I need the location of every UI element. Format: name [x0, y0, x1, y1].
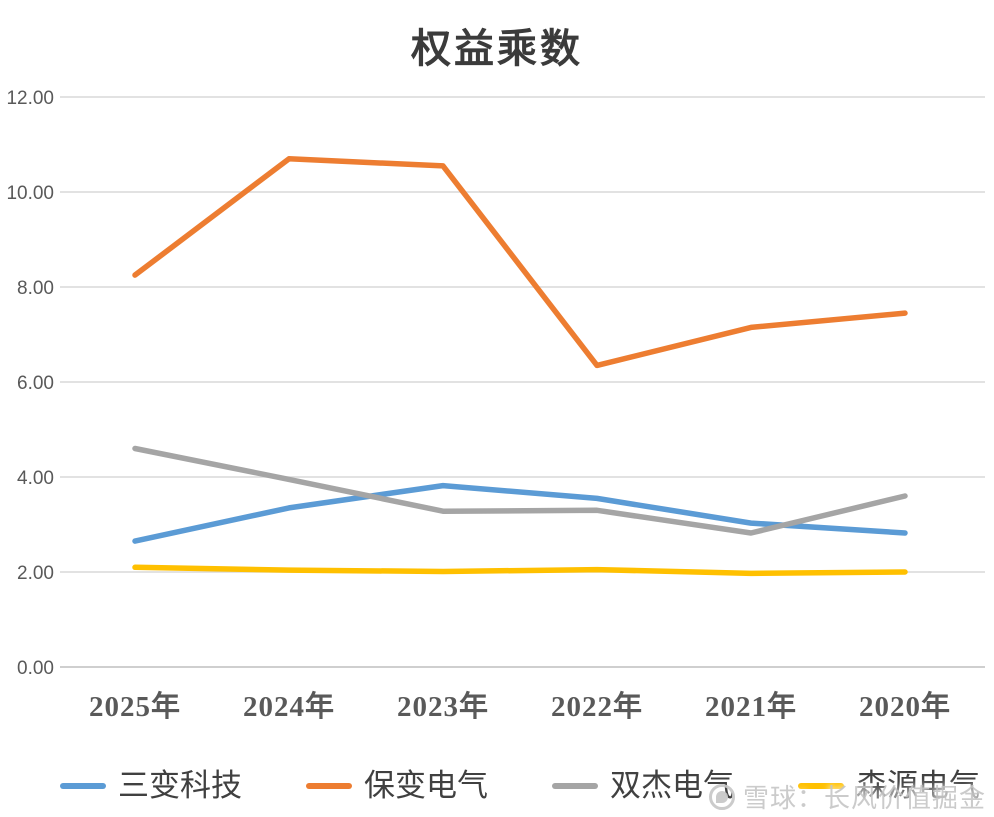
legend-item-3: 森源电气 [798, 770, 980, 801]
y-tick-label: 8.00 [17, 278, 54, 299]
x-tick-label: 2021年 [705, 689, 797, 723]
x-tick-label: 2022年 [551, 689, 643, 723]
legend-item-1: 保变电气 [306, 770, 488, 801]
y-tick-label: 12.00 [6, 88, 54, 109]
y-tick-label: 10.00 [6, 183, 54, 204]
legend-item-0: 三变科技 [60, 770, 242, 801]
x-tick-label: 2023年 [397, 689, 489, 723]
legend-swatch-icon [306, 782, 352, 789]
legend-swatch-icon [552, 782, 598, 789]
x-tick-label: 2024年 [243, 689, 335, 723]
y-tick-label: 0.00 [17, 658, 54, 679]
series-line-1 [132, 156, 908, 369]
y-tick-label: 6.00 [17, 373, 54, 394]
legend-swatch-icon [798, 782, 844, 789]
y-tick-label: 4.00 [17, 468, 54, 489]
legend-item-2: 双杰电气 [552, 770, 734, 801]
xueqiu-logo-icon [708, 783, 735, 810]
legend-label: 森源电气 [856, 768, 980, 803]
watermark-text: 雪球：长风价值掘金 [742, 784, 986, 813]
legend-label: 三变科技 [118, 768, 242, 803]
y-tick-label: 2.00 [17, 563, 54, 584]
x-tick-label: 2020年 [859, 689, 951, 723]
series-line-2 [132, 445, 908, 536]
legend-swatch-icon [60, 782, 106, 789]
x-tick-label: 2025年 [89, 689, 181, 723]
legend-label: 保变电气 [364, 768, 488, 803]
series-line-3 [132, 564, 908, 577]
watermark: 雪球：长风价值掘金 [708, 778, 986, 815]
chart-title: 权益乘数 [411, 26, 583, 71]
